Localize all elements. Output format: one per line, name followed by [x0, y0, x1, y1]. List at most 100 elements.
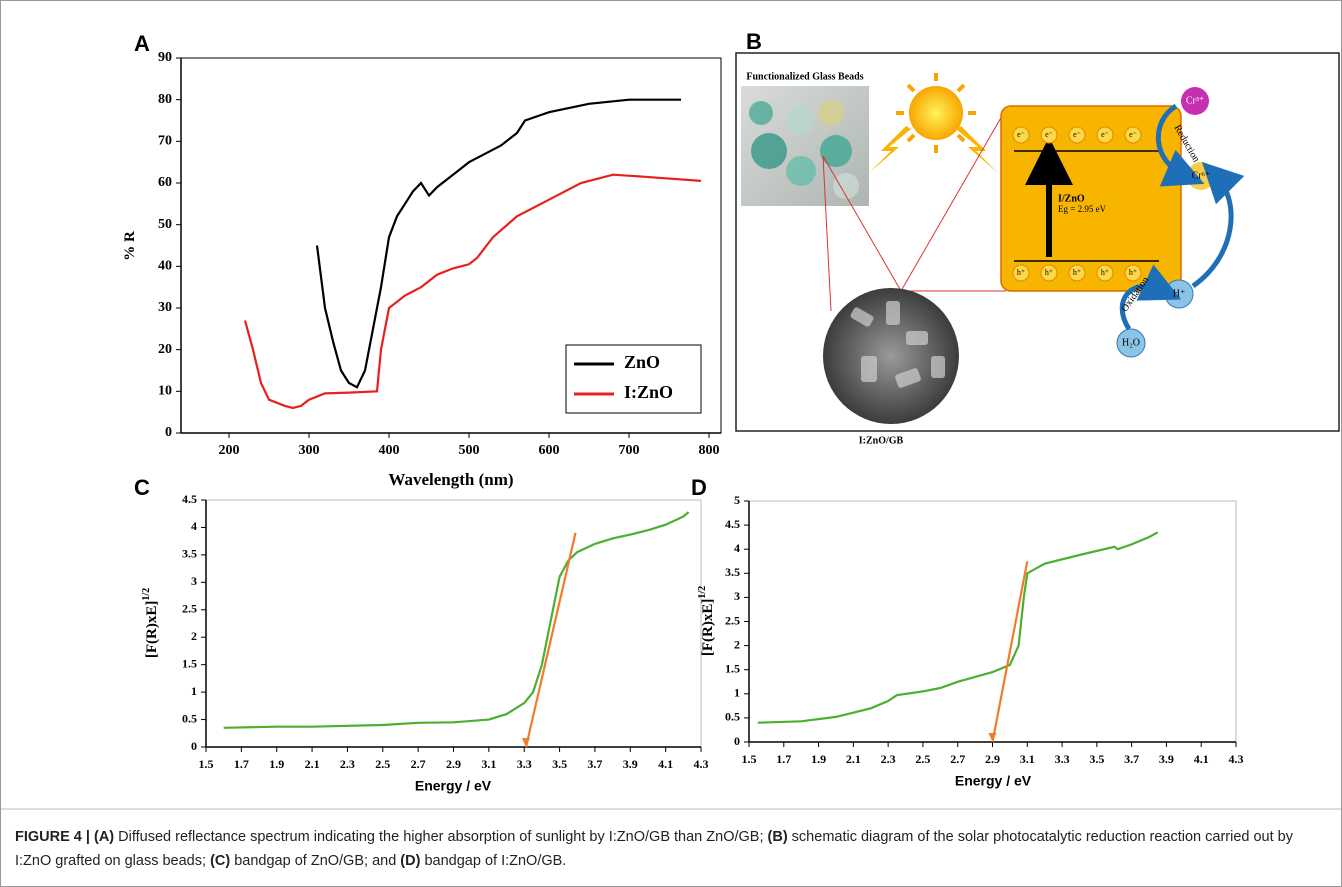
schematic: B Functionalized Glass Beads I/ZnO Eg = …	[735, 29, 1340, 446]
y-tick-label: 4	[191, 519, 197, 533]
x-tick-label: 3.9	[623, 757, 638, 771]
hole	[1040, 264, 1058, 282]
y-tick-label: 10	[158, 384, 172, 399]
figure-graphics: B Functionalized Glass Beads I/ZnO Eg = …	[1, 29, 1341, 810]
reduction-arrow	[1155, 103, 1205, 187]
caption-text: schematic diagram of the solar photocata…	[15, 829, 1293, 869]
y-tick-label: 4	[734, 541, 740, 555]
material-label: I/ZnO	[1058, 193, 1085, 204]
sun	[896, 73, 976, 153]
electron-label: e⁻	[1073, 130, 1081, 139]
y-tick-label: 30	[158, 300, 172, 315]
x-tick-label: 2.9	[985, 752, 1000, 766]
y-tick-label: 0	[191, 739, 197, 753]
legend-box	[565, 344, 702, 414]
electron-label: e⁻	[1101, 130, 1109, 139]
y-tick-label: 4.5	[725, 517, 740, 531]
x-tick-label: 1.7	[776, 752, 791, 766]
data-line	[991, 561, 1029, 743]
y-tick-label: 2.5	[725, 613, 740, 627]
electron-label: e⁻	[1017, 130, 1025, 139]
x-tick-label: 2.7	[411, 757, 426, 771]
y-tick-label: 3	[191, 574, 197, 588]
x-tick-label: 2.1	[305, 757, 320, 771]
y-tick-label: 2.5	[182, 602, 197, 616]
y-tick-label: 60	[158, 175, 172, 190]
caption-text: bandgap of ZnO/GB; and	[230, 853, 401, 869]
y-tick-label: 0.5	[182, 711, 197, 725]
x-tick-label: 4.1	[1194, 752, 1209, 766]
hole-label: h⁺	[1017, 268, 1025, 277]
hole-label: h⁺	[1045, 268, 1053, 277]
x-tick-label: 2.5	[375, 757, 390, 771]
x-tick-label: 3.1	[1020, 752, 1035, 766]
sem-label: I:ZnO/GB	[859, 435, 904, 446]
y-tick-label: 70	[158, 134, 172, 149]
x-tick-label: 3.1	[481, 757, 496, 771]
x-tick-label: 2.7	[950, 752, 965, 766]
x-tick-label: 3.9	[1159, 752, 1174, 766]
x-tick-label: 3.7	[587, 757, 602, 771]
x-tick-label: 200	[219, 443, 240, 458]
panel-label: A	[134, 31, 150, 56]
x-tick-label: 2.1	[846, 752, 861, 766]
x-tick-label: 2.5	[915, 752, 930, 766]
x-tick-label: 400	[379, 443, 400, 458]
electron	[1124, 126, 1142, 144]
electron	[1012, 126, 1030, 144]
x-tick-label: 3.3	[1055, 752, 1070, 766]
x-tick-label: 2.3	[881, 752, 896, 766]
x-tick-label: 700	[619, 443, 640, 458]
hole	[1068, 264, 1086, 282]
caption-text: FIGURE 4 | (A)	[15, 829, 115, 845]
sem-grains	[850, 301, 945, 388]
x-tick-label: 3.5	[552, 757, 567, 771]
y-tick-label: 0.5	[725, 710, 740, 724]
lightning	[869, 126, 911, 173]
y-tick-label: 3.5	[182, 547, 197, 561]
y-tick-label: 1.5	[182, 656, 197, 670]
x-axis-label: Energy / eV	[415, 778, 492, 794]
cr3-node	[1181, 87, 1209, 115]
electron-label: e⁻	[1129, 130, 1137, 139]
electron-label: e⁻	[1045, 130, 1053, 139]
legend-label: I:ZnO	[624, 382, 673, 402]
hole-label: h⁺	[1129, 268, 1137, 277]
x-tick-label: 1.5	[199, 757, 214, 771]
x-tick-label: 500	[459, 443, 480, 458]
x-axis-label: Energy / eV	[955, 773, 1032, 789]
x-tick-label: 2.9	[446, 757, 461, 771]
caption-text: bandgap of I:ZnO/GB.	[420, 853, 567, 869]
y-tick-label: 90	[158, 50, 172, 65]
cr6-label: Cr⁶⁺	[1192, 170, 1211, 181]
water-label: H₂O	[1122, 337, 1140, 348]
sem-image	[823, 288, 959, 424]
y-tick-label: 3	[734, 589, 740, 603]
data-line	[524, 532, 577, 748]
hole-label: h⁺	[1073, 268, 1081, 277]
oxidation-arrow	[1119, 264, 1182, 331]
cr3-label: Cr³⁺	[1186, 95, 1204, 106]
hole	[1096, 264, 1114, 282]
x-tick-label: 3.3	[517, 757, 532, 771]
tangent-arrow	[988, 733, 997, 742]
y-axis-label-main: % R	[122, 231, 138, 261]
x-tick-label: 1.9	[269, 757, 284, 771]
y-tick-label: 2	[191, 629, 197, 643]
electron	[1040, 126, 1058, 144]
x-tick-label: 3.5	[1089, 752, 1104, 766]
x-tick-label: 1.7	[234, 757, 249, 771]
x-tick-label: 3.7	[1124, 752, 1139, 766]
caption-text: Diffused reflectance spectrum indicating…	[114, 829, 768, 845]
h-label: H⁺	[1173, 288, 1186, 299]
x-tick-label: 1.9	[811, 752, 826, 766]
y-tick-label: 1.5	[725, 661, 740, 675]
panel-label: D	[691, 475, 707, 500]
lightning	[956, 126, 998, 173]
water-node	[1116, 328, 1146, 358]
data-line	[757, 531, 1159, 724]
x-tick-label: 4.3	[1229, 752, 1244, 766]
data-line	[315, 98, 681, 389]
x-tick-label: 4.1	[658, 757, 673, 771]
